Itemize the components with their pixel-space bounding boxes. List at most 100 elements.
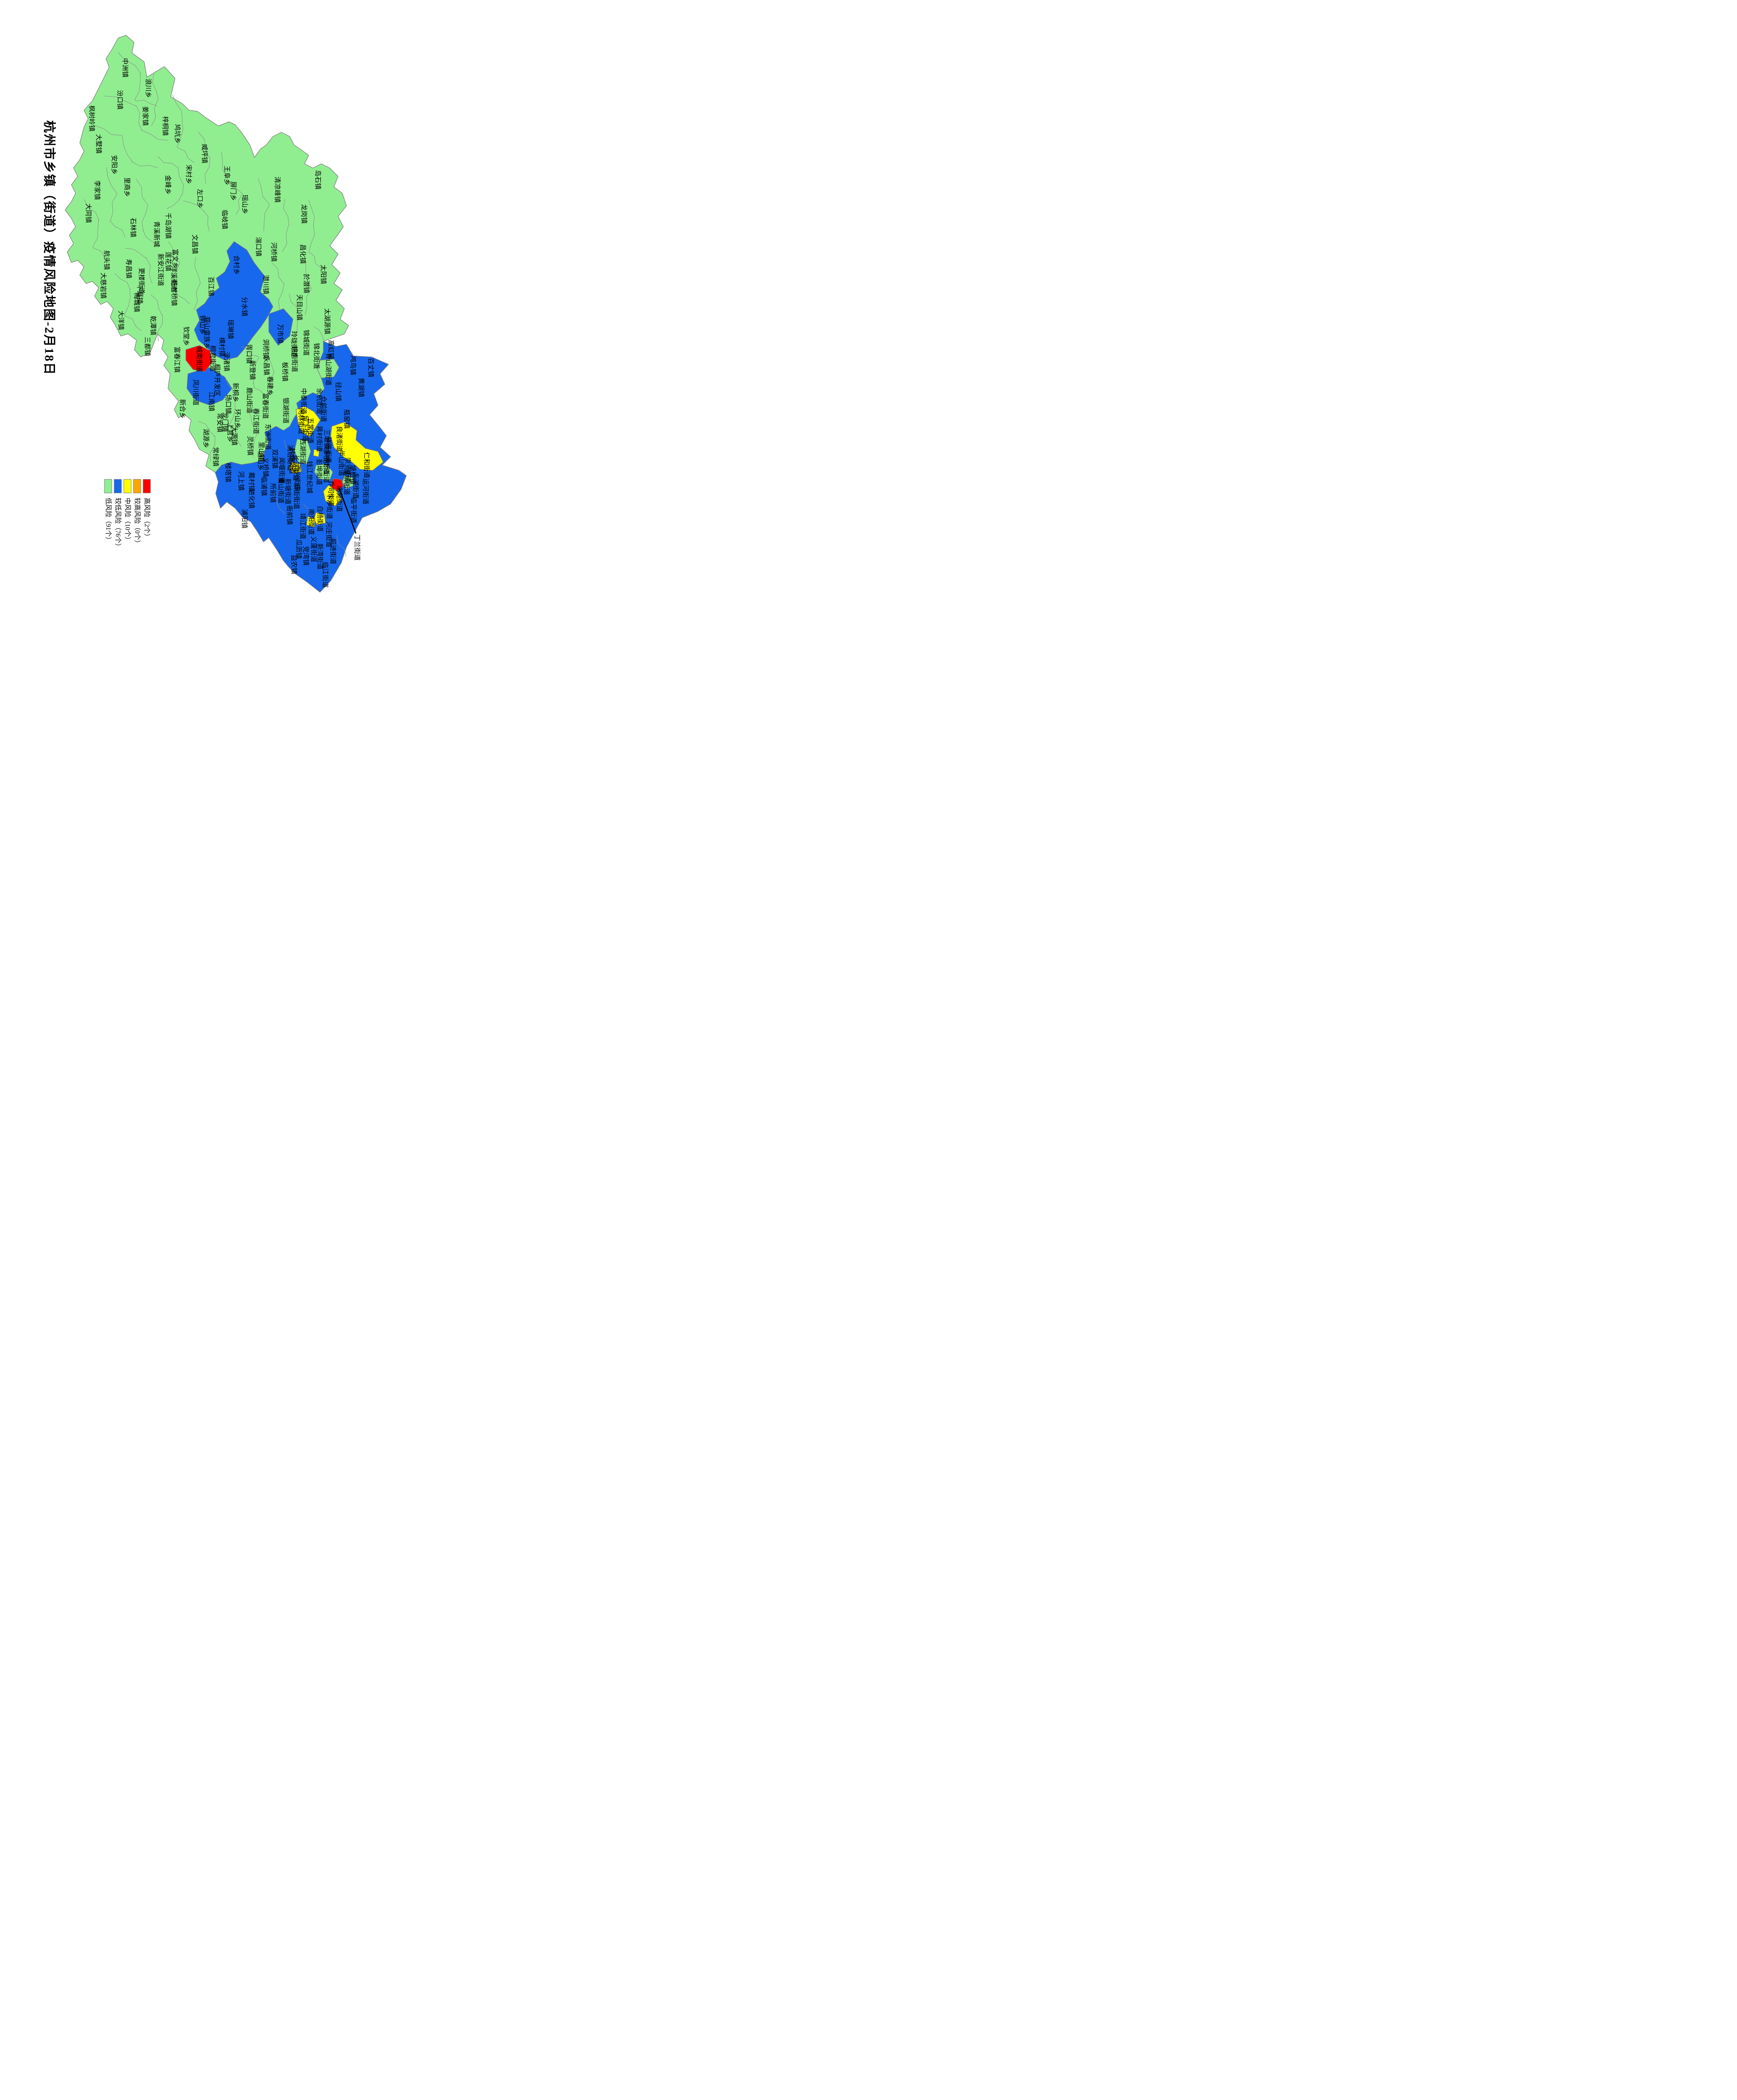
boundary-line xyxy=(305,262,312,315)
map-label: 春建乡 xyxy=(266,376,274,396)
map-label: 富文乡 xyxy=(171,249,179,269)
map-label: 百江镇 xyxy=(207,277,215,297)
map-label: 凤川街道 xyxy=(192,379,199,405)
subdivision-borders xyxy=(84,52,356,557)
map-label: 浦阳镇 xyxy=(241,509,248,529)
legend-swatch-0 xyxy=(104,479,112,494)
map-label: 靖江街道 xyxy=(299,513,307,539)
map-label: 瑶山乡 xyxy=(241,194,249,214)
map-label: 金峰乡 xyxy=(164,175,172,195)
map-label: 鹿山街道 xyxy=(246,387,253,413)
boundary-line xyxy=(308,200,321,268)
boundary-line xyxy=(84,199,110,264)
map-label: 潜川镇 xyxy=(262,275,270,294)
map-label: 义桥镇 xyxy=(262,457,269,477)
map-label: 富春街道 xyxy=(262,393,269,419)
map-label: 洋溪街道 xyxy=(170,266,178,292)
map-label: 瓜沥镇 xyxy=(295,539,303,559)
map-label: 双浦镇 xyxy=(271,449,278,469)
map-label: 星桥街道 xyxy=(343,469,351,495)
boundary-line xyxy=(151,73,159,126)
boundary-line xyxy=(274,493,285,514)
map-label: 大洋镇 xyxy=(117,310,125,330)
map-label: 威坪镇 xyxy=(201,144,208,163)
map-label: 闲林街道 xyxy=(297,408,305,434)
map-label: 中洲镇 xyxy=(121,58,129,78)
map-label: 桐君街道 xyxy=(209,345,216,371)
boundary-line xyxy=(241,346,263,394)
map-label: 三墩镇 xyxy=(323,429,331,449)
map-label: 文昌镇 xyxy=(191,234,199,254)
map-label: 石林镇 xyxy=(129,218,137,237)
red-region-chengnan xyxy=(185,345,213,372)
map-label: 临浦镇 xyxy=(260,476,268,496)
map-label: 昌化镇 xyxy=(299,244,307,264)
map-label: 龙岗镇 xyxy=(300,204,308,224)
map-label: 新塘街道 xyxy=(284,478,292,504)
map-label: 良渚街道 xyxy=(336,426,343,452)
map-label: 青山湖街道 xyxy=(325,353,332,386)
map-label: 李家镇 xyxy=(94,180,101,200)
boundary-line xyxy=(168,241,190,304)
map-label: 渌渚镇 xyxy=(223,352,230,372)
yellow-region-changhe xyxy=(289,462,302,474)
map-label: 里山镇 xyxy=(257,442,265,462)
map-page: 中洲镇 浪川乡 汾口镇 枫树岭镇 大墅镇 姜家镇 梓桐镇 鸠坑乡 威坪镇 宋村乡 王阜乡 屏门乡 瑶山乡… xyxy=(0,0,434,614)
map-label: 进化镇 xyxy=(248,489,255,509)
map-label: 白杨街道 xyxy=(316,506,324,532)
map-label: 洞桥镇 xyxy=(262,339,270,359)
map-label: 大慈岩镇 xyxy=(100,273,107,299)
map-label: 笕桥街道 xyxy=(323,457,330,483)
map-label: 三都镇 xyxy=(144,337,151,357)
map-label: 高虹镇 xyxy=(327,340,335,360)
map-label: 江南镇 xyxy=(207,392,215,412)
map-label: 浦沿街道 xyxy=(286,445,294,471)
blue-region-wanshi xyxy=(268,308,294,346)
map-label: 蒋村街道 xyxy=(316,426,323,452)
map-label: 仁和街道 xyxy=(363,452,370,478)
map-label: 锦城街道 xyxy=(302,330,310,356)
boundary-line xyxy=(267,346,275,399)
boundary-line xyxy=(157,156,184,209)
map-label: 宋村乡 xyxy=(185,165,193,184)
legend-label-0: 低风险（91个） xyxy=(105,498,112,543)
green-patch-xihu-jiedao xyxy=(294,438,311,465)
map-label: 戴村镇 xyxy=(248,472,255,492)
map-label: 五常街道 xyxy=(307,417,314,444)
map-label: 西湖街道 xyxy=(299,438,307,465)
boundary-line xyxy=(198,131,210,184)
map-label: 塘栖镇 xyxy=(349,465,357,485)
map-label: 中泰街道 xyxy=(300,388,307,414)
map-label: 所前镇 xyxy=(269,483,277,503)
map-label: 闻堰街道 xyxy=(278,457,286,483)
map-label: 姜家镇 xyxy=(142,106,149,126)
map-label: 钟山乡 xyxy=(199,315,206,335)
yellow-region-liuxia-xianlin-wuchang xyxy=(296,406,321,437)
map-label: 楼塔镇 xyxy=(224,463,232,483)
map-label: 益农镇 xyxy=(290,555,298,575)
yellow-region-citycenter xyxy=(313,449,320,457)
callout-line xyxy=(338,488,357,534)
map-label: 临江街道 xyxy=(322,562,329,588)
legend-swatch-4 xyxy=(143,479,151,494)
map-label: 千岛湖镇 xyxy=(165,213,172,239)
map-label: 板桥镇 xyxy=(281,362,289,382)
red-region-dinglan xyxy=(331,478,344,491)
map-label: 富春江镇 xyxy=(173,346,181,373)
map-label: 太阳镇 xyxy=(320,265,327,284)
map-label: 径山镇 xyxy=(335,382,342,402)
map-label: 百丈镇 xyxy=(367,358,375,378)
map-label: 半山街道 xyxy=(338,450,345,476)
boundary-line xyxy=(282,199,289,252)
map-label: 下沙街道 xyxy=(325,493,333,519)
boundary-line xyxy=(247,409,260,457)
boundary-line xyxy=(221,152,243,215)
map-label: 蜀山街道 xyxy=(277,477,285,503)
map-label: 银湖街道 xyxy=(282,397,290,423)
legend-label-3: 较高风险（0个） xyxy=(134,498,141,546)
map-label: 左口乡 xyxy=(196,189,204,209)
map-label: 钦堂乡 xyxy=(182,326,190,346)
boundary-line xyxy=(94,125,158,168)
boundary-line xyxy=(303,504,315,525)
